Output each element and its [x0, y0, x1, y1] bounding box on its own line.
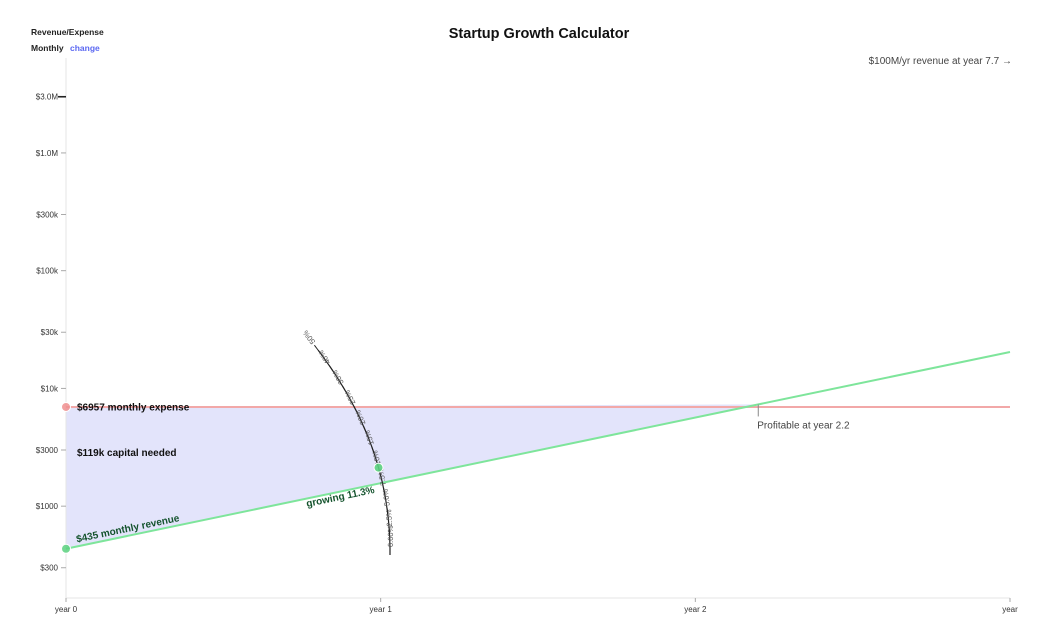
growth-dial[interactable]: 0.00%2.5%5.0%7.5%10%15%20%25%30%40%50%	[301, 328, 395, 556]
x-tick-label: year 0	[55, 605, 78, 614]
growth-dial-tick	[382, 487, 386, 494]
growth-dial-tick	[328, 365, 334, 371]
growth-rate-handle[interactable]	[373, 462, 384, 473]
expense-handle[interactable]	[61, 401, 71, 412]
x-tick-label: year	[1002, 605, 1018, 614]
series-layer	[61, 350, 1011, 554]
page-title: Startup Growth Calculator	[448, 26, 630, 42]
y-tick-label: $300	[40, 564, 58, 573]
x-tick-label: year 1	[370, 605, 393, 614]
growth-dial-tick-label: 5.0%	[381, 488, 392, 506]
profitable-label: Profitable at year 2.2	[757, 420, 850, 431]
capital-needed-label: $119k capital needed	[77, 448, 177, 459]
growth-dial-tick-label: 0.00%	[386, 525, 395, 547]
axes: $300 $1000 $3000 $10k $30k $100k $300k $1.0M $3.…	[36, 58, 1018, 614]
growth-dial-tick-label: 2.5%	[384, 509, 394, 527]
y-tick-label: $3000	[36, 446, 59, 455]
growth-dial-arc	[317, 349, 391, 555]
expense-label: $6957 monthly expense	[77, 402, 190, 413]
y-tick-label: $100k	[36, 267, 59, 276]
y-tick-label: $1.0M	[36, 149, 59, 158]
growth-dial-tick-label: 10%	[370, 449, 383, 466]
y-tick-label: $30k	[41, 328, 59, 337]
y-tick-label: $1000	[36, 502, 59, 511]
growth-dial-tick	[353, 405, 358, 412]
change-period-link[interactable]: change	[70, 43, 100, 53]
growth-dial-tick-label: 50%	[301, 328, 317, 346]
growth-dial-tick	[341, 385, 346, 392]
metric-label: Revenue/Expense	[31, 27, 104, 37]
y-tick-label: $3.0M	[36, 93, 59, 102]
milestone-text: $100M/yr revenue at year 7.7 →	[868, 56, 1012, 67]
growth-dial-tick	[371, 446, 375, 453]
growth-dial-tick	[386, 507, 389, 515]
growth-dial-tick	[363, 426, 367, 433]
y-tick-label: $300k	[36, 210, 59, 219]
x-tick-label: year 2	[684, 605, 707, 614]
revenue-handle[interactable]	[61, 543, 71, 554]
period-label: Monthly	[31, 43, 64, 53]
revenue-line	[65, 350, 1011, 550]
y-tick-label: $10k	[41, 384, 59, 393]
growth-dial-tick	[313, 344, 319, 351]
